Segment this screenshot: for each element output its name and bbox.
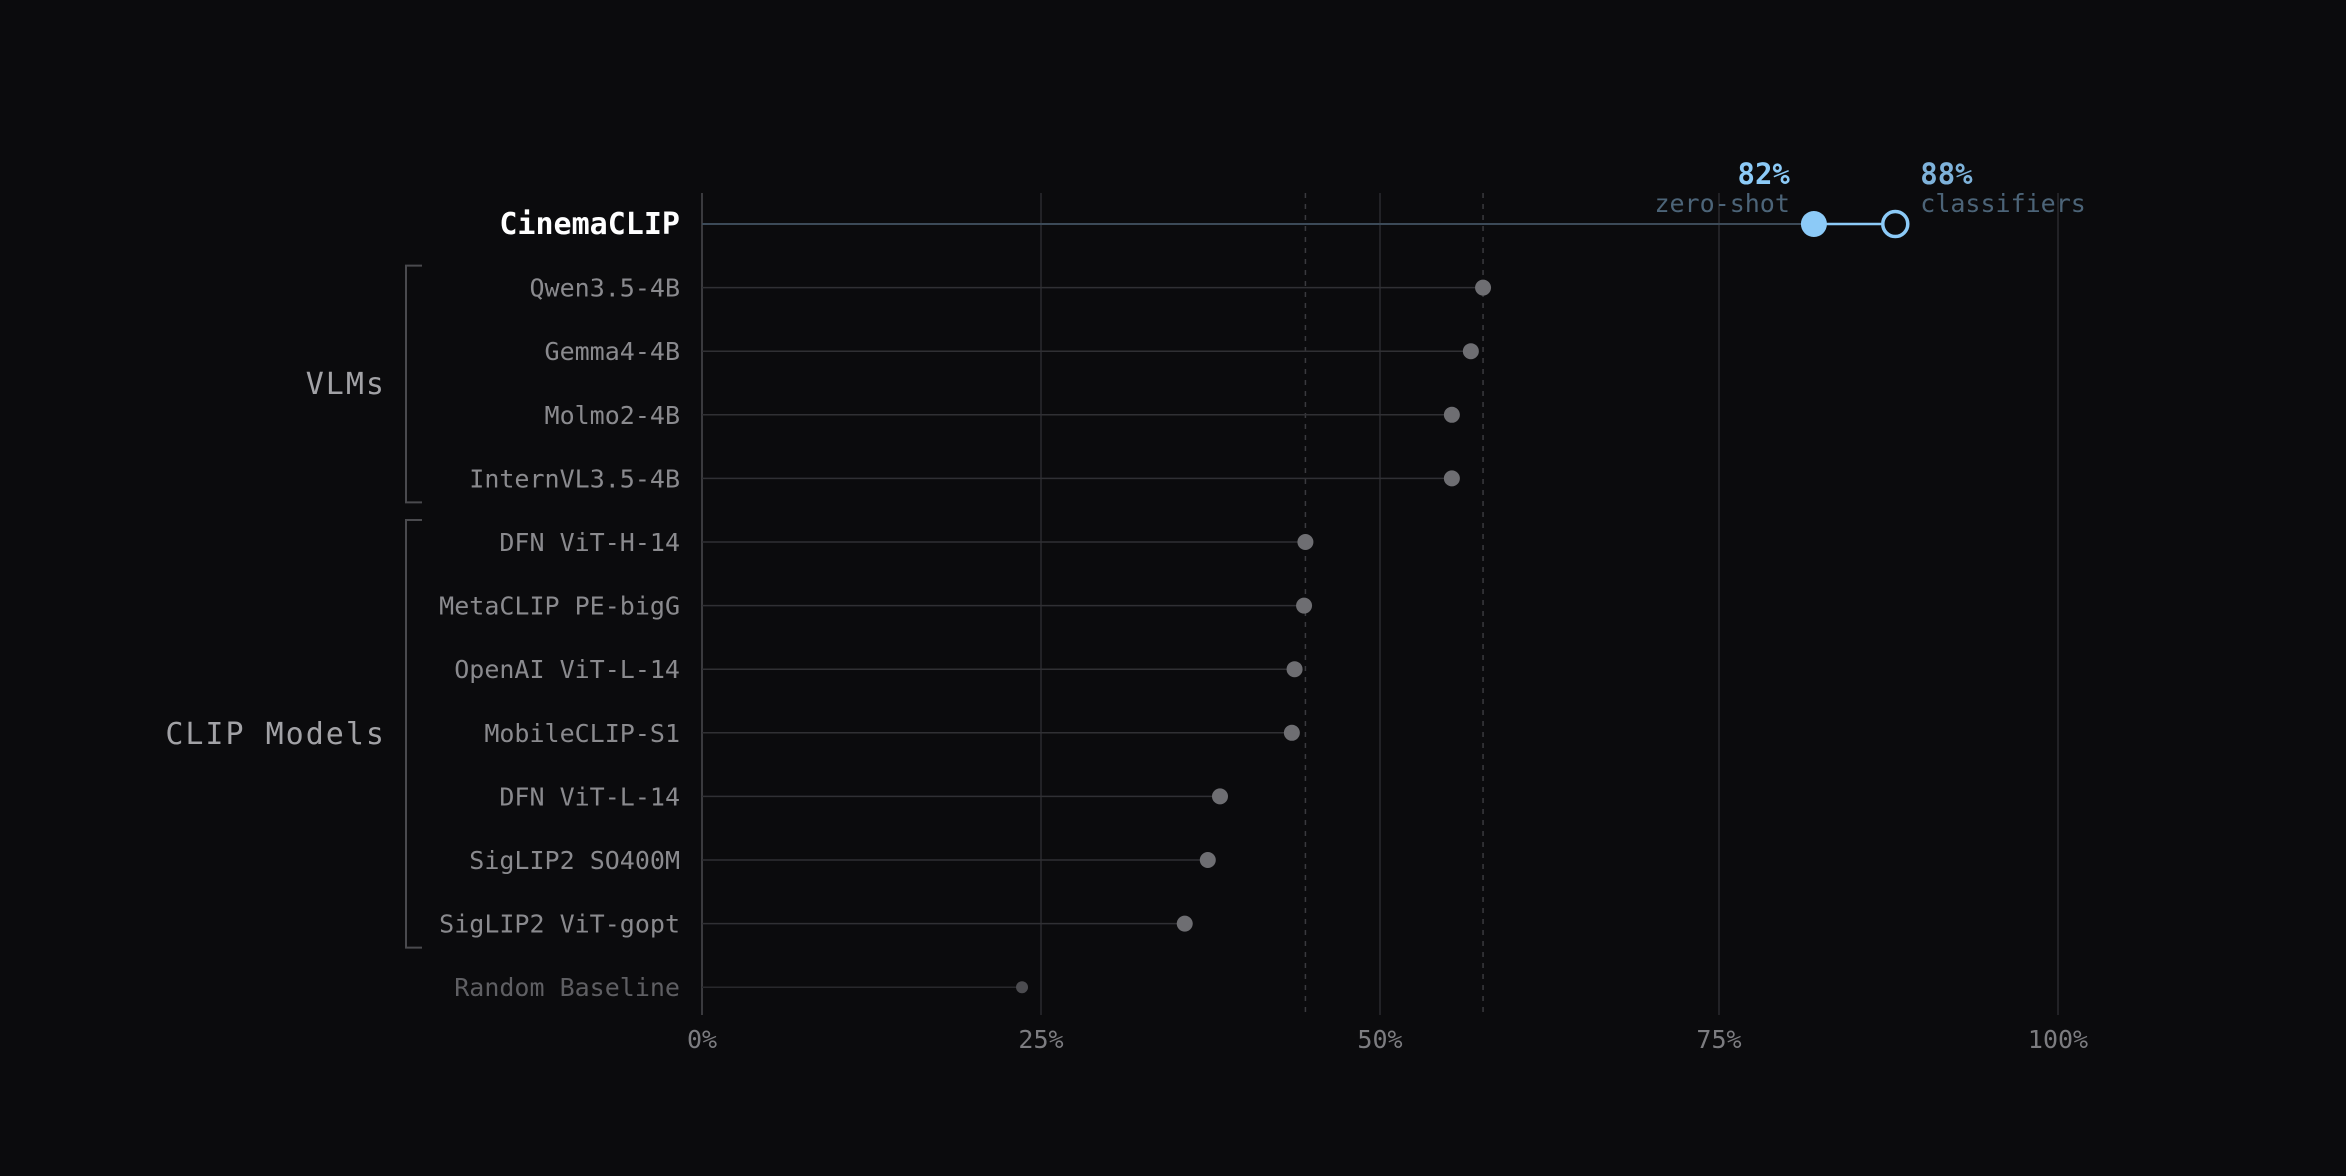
- lollipop-dot: [1286, 661, 1303, 678]
- model-label-baseline: Random Baseline: [454, 973, 680, 1002]
- model-label: SigLIP2 ViT-gopt: [439, 910, 680, 939]
- lollipop-dot: [1443, 406, 1460, 423]
- x-tick-label: 75%: [1696, 1025, 1741, 1054]
- lollipop-dot: [1475, 279, 1492, 296]
- lollipop-dot: [1297, 534, 1314, 550]
- x-tick-label: 50%: [1357, 1025, 1402, 1054]
- group-label: CLIP Models: [165, 717, 386, 752]
- group-bracket: [405, 264, 422, 504]
- model-label: DFN ViT-H-14: [499, 528, 680, 557]
- model-label: Qwen3.5-4B: [529, 274, 680, 303]
- model-label: InternVL3.5-4B: [469, 464, 680, 493]
- classifiers-value-label: 88%: [1920, 157, 1973, 191]
- x-tick-label: 25%: [1018, 1025, 1063, 1054]
- model-label: MetaCLIP PE-bigG: [439, 592, 680, 621]
- lollipop-dot: [1199, 852, 1216, 868]
- lollipop-dot: [1443, 470, 1460, 487]
- model-label: DFN ViT-L-14: [499, 782, 680, 811]
- lollipop-dot: [1211, 788, 1228, 805]
- x-tick-label: 0%: [687, 1025, 717, 1054]
- classifiers-caption: classifiers: [1920, 189, 2086, 218]
- baseline-dot: [1016, 981, 1029, 994]
- model-label: MobileCLIP-S1: [484, 719, 680, 748]
- group-bracket: [405, 519, 422, 949]
- zero-shot-caption: zero-shot: [1654, 189, 1789, 218]
- x-tick-label: 100%: [2028, 1025, 2088, 1054]
- model-label: SigLIP2 SO400M: [469, 846, 680, 875]
- lollipop-dot: [1462, 343, 1479, 360]
- zero-shot-value-label: 82%: [1738, 157, 1791, 191]
- lollipop-dot: [1176, 915, 1193, 932]
- lollipop-dot: [1296, 597, 1313, 614]
- highlight-classifiers-dot: [1881, 209, 1910, 239]
- model-label: Molmo2-4B: [545, 401, 680, 430]
- model-label-highlight: CinemaCLIP: [499, 207, 680, 242]
- lollipop-dot: [1283, 724, 1300, 741]
- highlight-zero-shot-dot: [1800, 211, 1827, 237]
- group-label: VLMs: [306, 367, 386, 402]
- model-label: OpenAI ViT-L-14: [454, 655, 680, 684]
- model-label: Gemma4-4B: [545, 337, 680, 366]
